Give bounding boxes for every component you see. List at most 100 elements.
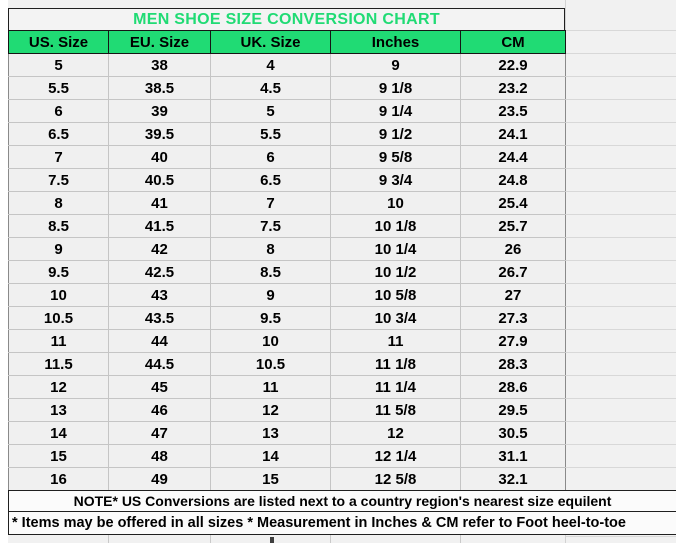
cell-inches[interactable]: 12 1/4: [330, 444, 461, 468]
cell-cm[interactable]: 32.1: [460, 467, 566, 491]
chart-title-cell[interactable]: MEN SHOE SIZE CONVERSION CHART: [8, 8, 565, 30]
cell-uk-size[interactable]: 12: [210, 398, 331, 422]
cell-cm[interactable]: 30.5: [460, 421, 566, 445]
cell-inches[interactable]: 12 5/8: [330, 467, 461, 491]
cell-inches[interactable]: 11: [330, 329, 461, 353]
cell-us-size[interactable]: 13: [8, 398, 109, 422]
cell-inches[interactable]: 10 1/8: [330, 214, 461, 238]
col-header-us-size[interactable]: US. Size: [8, 30, 109, 54]
cell-us-size[interactable]: 8.5: [8, 214, 109, 238]
cell-cm[interactable]: 27: [460, 283, 566, 307]
empty-grid-region[interactable]: [565, 0, 676, 543]
cell-us-size[interactable]: 7.5: [8, 168, 109, 192]
cell-us-size[interactable]: 14: [8, 421, 109, 445]
col-header-inches[interactable]: Inches: [330, 30, 461, 54]
cell-us-size[interactable]: 10.5: [8, 306, 109, 330]
cell-us-size[interactable]: 5: [8, 53, 109, 77]
cell-inches[interactable]: 11 1/8: [330, 352, 461, 376]
cell-uk-size[interactable]: 7: [210, 191, 331, 215]
cell-eu-size[interactable]: 43: [108, 283, 211, 307]
cell-us-size[interactable]: 5.5: [8, 76, 109, 100]
cell-cm[interactable]: 26.7: [460, 260, 566, 284]
col-header-cm[interactable]: CM: [460, 30, 566, 54]
cell-uk-size[interactable]: 6.5: [210, 168, 331, 192]
cell-inches[interactable]: 11 1/4: [330, 375, 461, 399]
cell-eu-size[interactable]: 46: [108, 398, 211, 422]
cell-uk-size[interactable]: 8: [210, 237, 331, 261]
cell-eu-size[interactable]: 49: [108, 467, 211, 491]
cell-uk-size[interactable]: 10.5: [210, 352, 331, 376]
cell-eu-size[interactable]: 40.5: [108, 168, 211, 192]
cell-inches[interactable]: 10: [330, 191, 461, 215]
note-measurement[interactable]: * Items may be offered in all sizes * Me…: [8, 512, 676, 535]
cell-uk-size[interactable]: 4: [210, 53, 331, 77]
cell-cm[interactable]: 31.1: [460, 444, 566, 468]
cell-eu-size[interactable]: 45: [108, 375, 211, 399]
cell-eu-size[interactable]: 48: [108, 444, 211, 468]
cell-eu-size[interactable]: 42: [108, 237, 211, 261]
cell-us-size[interactable]: 16: [8, 467, 109, 491]
cell-uk-size[interactable]: 4.5: [210, 76, 331, 100]
cell-inches[interactable]: 10 1/4: [330, 237, 461, 261]
cell-inches[interactable]: 10 5/8: [330, 283, 461, 307]
cell-uk-size[interactable]: 10: [210, 329, 331, 353]
cell-uk-size[interactable]: 5: [210, 99, 331, 123]
cell-cm[interactable]: 27.3: [460, 306, 566, 330]
cell-us-size[interactable]: 9: [8, 237, 109, 261]
cell-eu-size[interactable]: 47: [108, 421, 211, 445]
cell-cm[interactable]: 24.4: [460, 145, 566, 169]
cell-uk-size[interactable]: 11: [210, 375, 331, 399]
cell-eu-size[interactable]: 39: [108, 99, 211, 123]
note-conversions[interactable]: NOTE* US Conversions are listed next to …: [8, 490, 676, 512]
cell-cm[interactable]: 23.2: [460, 76, 566, 100]
cell-cm[interactable]: 24.1: [460, 122, 566, 146]
cell-inches[interactable]: 9 1/8: [330, 76, 461, 100]
cell-us-size[interactable]: 11: [8, 329, 109, 353]
cell-inches[interactable]: 11 5/8: [330, 398, 461, 422]
cell-us-size[interactable]: 10: [8, 283, 109, 307]
col-header-eu-size[interactable]: EU. Size: [108, 30, 211, 54]
cell-inches[interactable]: 9 1/4: [330, 99, 461, 123]
cell-eu-size[interactable]: 38: [108, 53, 211, 77]
cell-us-size[interactable]: 15: [8, 444, 109, 468]
cell-uk-size[interactable]: 14: [210, 444, 331, 468]
cell-inches[interactable]: 10 1/2: [330, 260, 461, 284]
cell-us-size[interactable]: 7: [8, 145, 109, 169]
cell-eu-size[interactable]: 41.5: [108, 214, 211, 238]
col-header-uk-size[interactable]: UK. Size: [210, 30, 331, 54]
cell-us-size[interactable]: 8: [8, 191, 109, 215]
cell-cm[interactable]: 22.9: [460, 53, 566, 77]
cell-us-size[interactable]: 11.5: [8, 352, 109, 376]
cell-cm[interactable]: 26: [460, 237, 566, 261]
cell-uk-size[interactable]: 9.5: [210, 306, 331, 330]
cell-cm[interactable]: 25.7: [460, 214, 566, 238]
cell-uk-size[interactable]: 15: [210, 467, 331, 491]
cell-inches[interactable]: 9: [330, 53, 461, 77]
cell-eu-size[interactable]: 44: [108, 329, 211, 353]
cell-uk-size[interactable]: 7.5: [210, 214, 331, 238]
cell-cm[interactable]: 27.9: [460, 329, 566, 353]
cell-eu-size[interactable]: 39.5: [108, 122, 211, 146]
cell-inches[interactable]: 9 1/2: [330, 122, 461, 146]
cell-cm[interactable]: 29.5: [460, 398, 566, 422]
cell-us-size[interactable]: 9.5: [8, 260, 109, 284]
cell-uk-size[interactable]: 5.5: [210, 122, 331, 146]
cell-uk-size[interactable]: 8.5: [210, 260, 331, 284]
cell-inches[interactable]: 9 5/8: [330, 145, 461, 169]
cell-cm[interactable]: 25.4: [460, 191, 566, 215]
cell-us-size[interactable]: 12: [8, 375, 109, 399]
cell-eu-size[interactable]: 43.5: [108, 306, 211, 330]
cell-inches[interactable]: 12: [330, 421, 461, 445]
cell-eu-size[interactable]: 38.5: [108, 76, 211, 100]
cell-cm[interactable]: 28.3: [460, 352, 566, 376]
cell-eu-size[interactable]: 40: [108, 145, 211, 169]
cell-inches[interactable]: 9 3/4: [330, 168, 461, 192]
cell-eu-size[interactable]: 44.5: [108, 352, 211, 376]
cell-cm[interactable]: 24.8: [460, 168, 566, 192]
cell-inches[interactable]: 10 3/4: [330, 306, 461, 330]
cell-us-size[interactable]: 6: [8, 99, 109, 123]
cell-uk-size[interactable]: 6: [210, 145, 331, 169]
cell-us-size[interactable]: 6.5: [8, 122, 109, 146]
cell-uk-size[interactable]: 9: [210, 283, 331, 307]
cell-eu-size[interactable]: 42.5: [108, 260, 211, 284]
